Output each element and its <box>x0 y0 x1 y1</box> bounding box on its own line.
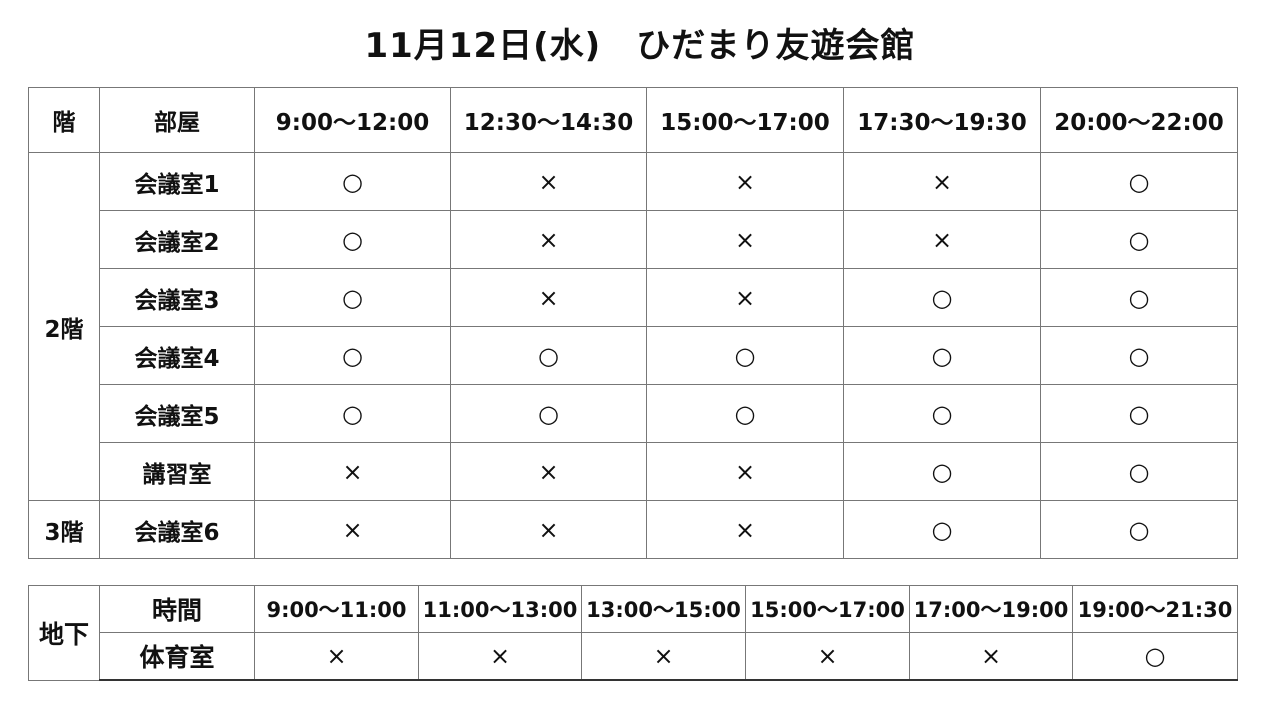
availability-mark: × <box>450 268 647 327</box>
availability-mark: ○ <box>450 326 647 385</box>
time-slot-header: 9:00～12:00 <box>254 87 451 153</box>
availability-mark: × <box>254 442 451 501</box>
availability-mark: × <box>843 210 1041 269</box>
availability-mark: ○ <box>254 268 451 327</box>
availability-mark: ○ <box>1040 268 1238 327</box>
availability-mark: × <box>254 500 451 559</box>
room-name: 体育室 <box>99 632 255 681</box>
availability-mark: ○ <box>1040 152 1238 211</box>
time-slot-header: 9:00～11:00 <box>254 585 419 633</box>
availability-mark: ○ <box>843 326 1041 385</box>
availability-mark: × <box>254 632 419 681</box>
room-name: 会議室6 <box>99 500 255 559</box>
page-title: 11月12日(水) ひだまり友遊会館 <box>364 26 916 66</box>
time-slot-header: 15:00～17:00 <box>745 585 910 633</box>
availability-mark: × <box>450 500 647 559</box>
availability-mark: ○ <box>843 442 1041 501</box>
time-slot-header: 11:00～13:00 <box>418 585 582 633</box>
time-slot-header: 20:00～22:00 <box>1040 87 1238 153</box>
table-row: 会議室4 ○ ○ ○ ○ ○ <box>29 326 1238 385</box>
room-header: 部屋 <box>99 87 255 153</box>
availability-mark: ○ <box>1040 210 1238 269</box>
availability-mark: ○ <box>254 384 451 443</box>
availability-mark: × <box>646 152 844 211</box>
table-row: 2階 会議室1 ○ × × × ○ <box>28 152 1238 501</box>
floor-header: 階 <box>28 87 100 153</box>
availability-mark: ○ <box>1040 500 1238 559</box>
availability-mark: ○ <box>843 268 1041 327</box>
room-name: 講習室 <box>99 442 255 501</box>
room-name: 会議室5 <box>99 384 255 443</box>
availability-mark: ○ <box>1040 326 1238 385</box>
floor-label: 地下 <box>28 585 100 681</box>
availability-mark: × <box>646 442 844 501</box>
availability-mark: ○ <box>254 210 451 269</box>
time-slot-header: 17:30～19:30 <box>843 87 1041 153</box>
room-name: 会議室2 <box>99 210 255 269</box>
availability-mark: × <box>909 632 1073 681</box>
availability-mark: ○ <box>1040 442 1238 501</box>
time-slot-header: 15:00～17:00 <box>646 87 844 153</box>
availability-mark: × <box>450 210 647 269</box>
room-availability-table: 階部屋 9:00～12:00 12:30～14:30 15:00～17:00 17:30… <box>28 87 1238 559</box>
availability-mark: ○ <box>1040 384 1238 443</box>
table-row: 体育室 × × × × × ○ <box>29 632 1238 681</box>
room-name: 会議室1 <box>99 152 255 211</box>
time-header: 時間 <box>99 585 255 633</box>
availability-mark: × <box>646 268 844 327</box>
floor-label: 2階 <box>28 152 100 501</box>
time-slot-header: 13:00～15:00 <box>581 585 746 633</box>
availability-mark: ○ <box>646 384 844 443</box>
table-row: 会議室2 ○ × × × ○ <box>29 210 1238 269</box>
availability-mark: ○ <box>254 152 451 211</box>
availability-mark: ○ <box>254 326 451 385</box>
availability-mark: ○ <box>450 384 647 443</box>
availability-mark: × <box>843 152 1041 211</box>
time-row: 地下 時間 9:00～11:00 11:00～13:00 13:00～15:00 15:0… <box>28 585 1238 681</box>
table-row: 3階 会議室6 × × × ○ ○ <box>28 500 1238 559</box>
availability-mark: ○ <box>646 326 844 385</box>
availability-mark: × <box>581 632 746 681</box>
availability-mark: ○ <box>1072 632 1238 681</box>
basement-availability-table: 地下 時間 9:00～11:00 11:00～13:00 13:00～15:00 15:0… <box>28 585 1238 681</box>
floor-label: 3階 <box>28 500 100 559</box>
table-row: 講習室 × × × ○ ○ <box>29 442 1238 501</box>
availability-mark: ○ <box>843 384 1041 443</box>
availability-mark: × <box>646 500 844 559</box>
availability-mark: × <box>450 442 647 501</box>
room-name: 会議室3 <box>99 268 255 327</box>
availability-mark: ○ <box>843 500 1041 559</box>
time-slot-header: 19:00～21:30 <box>1072 585 1238 633</box>
availability-mark: × <box>450 152 647 211</box>
time-slot-header: 12:30～14:30 <box>450 87 647 153</box>
header-row: 階部屋 9:00～12:00 12:30～14:30 15:00～17:00 17:30… <box>28 87 1238 153</box>
table-row: 会議室5 ○ ○ ○ ○ ○ <box>29 384 1238 443</box>
room-name: 会議室4 <box>99 326 255 385</box>
availability-mark: × <box>745 632 910 681</box>
table-row: 会議室3 ○ × × ○ ○ <box>29 268 1238 327</box>
availability-mark: × <box>418 632 582 681</box>
availability-mark: × <box>646 210 844 269</box>
time-slot-header: 17:00～19:00 <box>909 585 1073 633</box>
